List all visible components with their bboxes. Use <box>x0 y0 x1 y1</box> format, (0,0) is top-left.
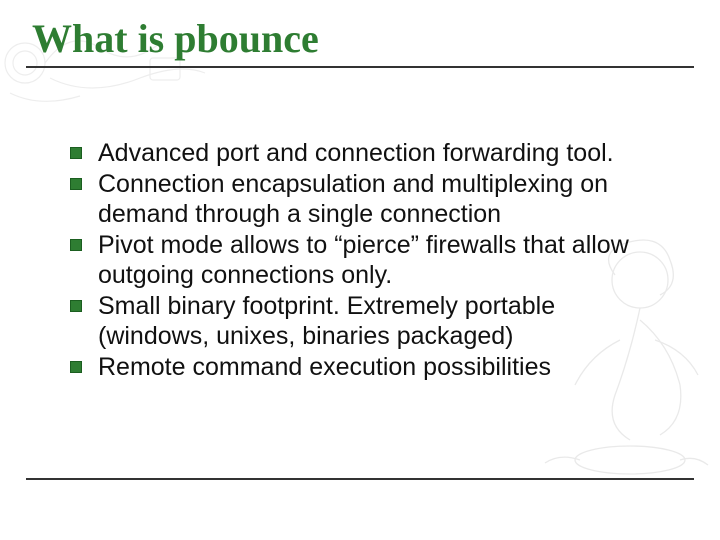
bullet-text: Pivot mode allows to “pierce” firewalls … <box>98 231 629 290</box>
bullet-square-icon <box>70 178 82 190</box>
bullet-text: Advanced port and connection forwarding … <box>98 139 614 167</box>
bullet-item: Remote command execution possibilities <box>70 352 668 383</box>
slide-title: What is pbounce <box>32 18 698 60</box>
bullet-item: Pivot mode allows to “pierce” firewalls … <box>70 230 668 291</box>
inner-frame: What is pbounce Advanced port and connec… <box>22 18 698 518</box>
title-rule <box>26 66 694 68</box>
bullet-item: Small binary footprint. Extremely portab… <box>70 291 668 352</box>
bullet-text: Remote command execution possibilities <box>98 353 551 381</box>
bullet-square-icon <box>70 361 82 373</box>
bullet-item: Advanced port and connection forwarding … <box>70 138 668 169</box>
bullet-list: Advanced port and connection forwarding … <box>70 138 668 382</box>
slide: What is pbounce Advanced port and connec… <box>0 0 720 540</box>
bullet-square-icon <box>70 147 82 159</box>
bullet-square-icon <box>70 239 82 251</box>
body-area: Advanced port and connection forwarding … <box>70 138 668 382</box>
bullet-text: Connection encapsulation and multiplexin… <box>98 170 608 229</box>
bullet-text: Small binary footprint. Extremely portab… <box>98 292 555 351</box>
bullet-item: Connection encapsulation and multiplexin… <box>70 169 668 230</box>
bullet-square-icon <box>70 300 82 312</box>
footer-rule <box>26 478 694 480</box>
